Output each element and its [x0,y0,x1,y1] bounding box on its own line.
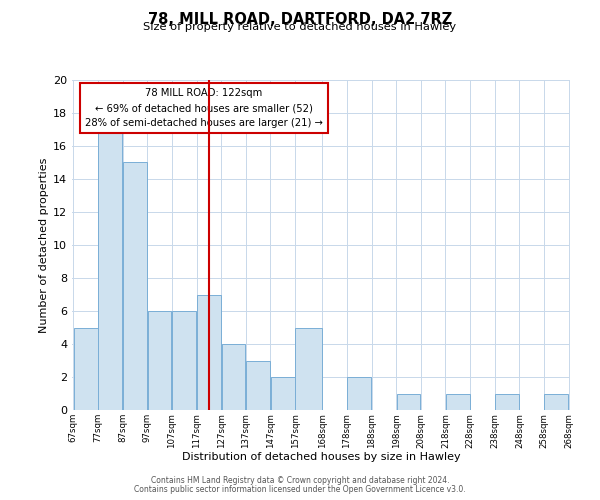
Bar [246,360,270,410]
Bar [221,344,245,410]
Text: Contains HM Land Registry data © Crown copyright and database right 2024.: Contains HM Land Registry data © Crown c… [151,476,449,485]
Bar [495,394,519,410]
X-axis label: Distribution of detached houses by size in Hawley: Distribution of detached houses by size … [182,452,460,462]
Bar [347,377,371,410]
Bar [397,394,421,410]
Bar [295,328,322,410]
Text: 78 MILL ROAD: 122sqm
← 69% of detached houses are smaller (52)
28% of semi-detac: 78 MILL ROAD: 122sqm ← 69% of detached h… [85,88,323,128]
Y-axis label: Number of detached properties: Number of detached properties [39,158,49,332]
Bar [98,130,122,410]
Bar [271,377,295,410]
Bar [544,394,568,410]
Text: Size of property relative to detached houses in Hawley: Size of property relative to detached ho… [143,22,457,32]
Bar [148,311,172,410]
Bar [446,394,470,410]
Bar [123,162,147,410]
Bar [197,294,221,410]
Bar [74,328,98,410]
Bar [172,311,196,410]
Text: Contains public sector information licensed under the Open Government Licence v3: Contains public sector information licen… [134,485,466,494]
Text: 78, MILL ROAD, DARTFORD, DA2 7RZ: 78, MILL ROAD, DARTFORD, DA2 7RZ [148,12,452,28]
